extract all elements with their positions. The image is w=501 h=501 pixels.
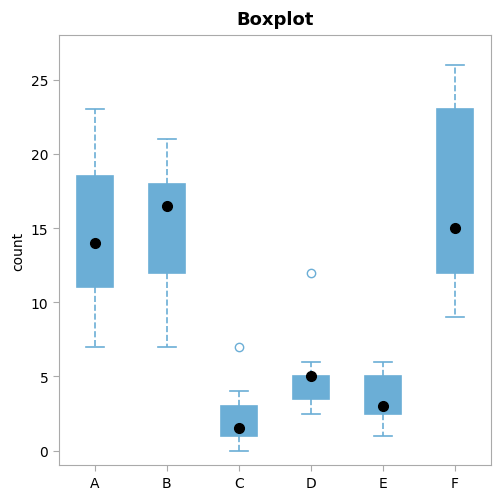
PathPatch shape (77, 177, 113, 288)
PathPatch shape (436, 110, 472, 273)
Y-axis label: count: count (11, 231, 25, 271)
PathPatch shape (364, 377, 400, 414)
PathPatch shape (220, 406, 257, 436)
PathPatch shape (148, 184, 184, 273)
Title: Boxplot: Boxplot (235, 11, 313, 29)
PathPatch shape (292, 377, 328, 399)
